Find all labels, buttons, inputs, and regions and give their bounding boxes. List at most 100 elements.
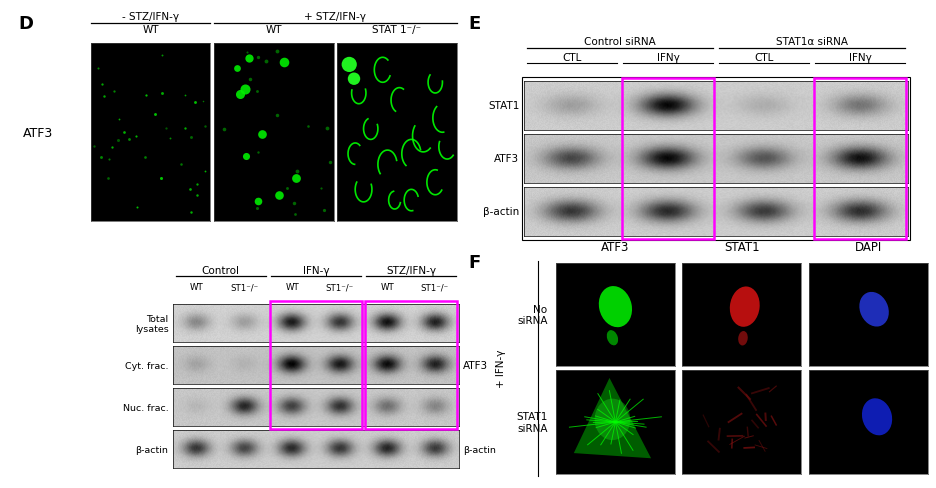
Text: β-actin: β-actin	[483, 207, 519, 217]
Point	[129, 203, 144, 211]
Text: + STZ/IFN-γ: + STZ/IFN-γ	[304, 12, 366, 22]
Point	[242, 76, 257, 84]
Text: ST1⁻/⁻: ST1⁻/⁻	[326, 283, 354, 291]
Point	[240, 49, 255, 57]
Point	[128, 133, 143, 141]
Point	[94, 154, 109, 162]
Ellipse shape	[599, 286, 632, 327]
Text: ATF3: ATF3	[601, 241, 630, 254]
Point	[158, 125, 173, 133]
Point	[258, 58, 273, 66]
Point	[177, 125, 192, 133]
Text: - STZ/IFN-γ: - STZ/IFN-γ	[122, 12, 179, 22]
Text: F: F	[468, 254, 480, 272]
Text: STAT 1⁻/⁻: STAT 1⁻/⁻	[373, 25, 421, 35]
Point	[111, 116, 126, 124]
Point	[314, 184, 329, 192]
Text: β-actin: β-actin	[463, 445, 496, 454]
Point	[110, 137, 125, 145]
Point	[250, 204, 265, 212]
Point	[95, 81, 110, 89]
Point	[280, 185, 295, 193]
Text: CTL: CTL	[754, 53, 774, 63]
Point	[288, 174, 303, 182]
Point	[300, 123, 315, 131]
Text: ST1⁻/⁻: ST1⁻/⁻	[421, 283, 449, 291]
Point	[251, 198, 266, 205]
Ellipse shape	[859, 292, 889, 327]
Point	[91, 65, 106, 73]
Point	[250, 195, 265, 203]
Text: IFNγ: IFNγ	[657, 53, 680, 63]
Point	[216, 126, 231, 134]
Point	[232, 91, 247, 99]
Ellipse shape	[607, 330, 618, 346]
Text: WT: WT	[142, 25, 159, 35]
Point	[255, 131, 270, 139]
Text: WT: WT	[380, 283, 394, 291]
Text: ATF3: ATF3	[494, 154, 519, 164]
Text: Nuc. frac.: Nuc. frac.	[123, 403, 168, 412]
Text: WT: WT	[190, 283, 204, 291]
Point	[107, 88, 122, 96]
Point	[183, 134, 198, 142]
Point	[105, 143, 120, 151]
Point	[322, 159, 337, 166]
Point	[184, 209, 199, 217]
Text: Total
lysates: Total lysates	[135, 314, 168, 333]
Point	[316, 206, 331, 214]
Text: IFN-γ: IFN-γ	[302, 265, 329, 275]
Point	[320, 125, 335, 133]
Point	[148, 111, 163, 119]
Point	[288, 211, 303, 219]
Point	[250, 54, 265, 61]
Text: Control siRNA: Control siRNA	[584, 37, 656, 47]
Point	[139, 92, 154, 100]
Point	[183, 186, 197, 194]
Text: Control: Control	[202, 265, 240, 275]
Ellipse shape	[862, 399, 892, 435]
Point	[346, 76, 361, 83]
Point	[342, 61, 357, 69]
Point	[251, 148, 266, 156]
Text: WT: WT	[266, 25, 282, 35]
Text: No
siRNA: No siRNA	[517, 304, 548, 325]
Point	[138, 154, 153, 162]
Text: STAT1
siRNA: STAT1 siRNA	[516, 411, 548, 433]
Point	[86, 142, 101, 150]
Point	[270, 112, 285, 120]
Point	[187, 99, 202, 107]
Point	[177, 92, 192, 100]
Point	[190, 192, 205, 200]
Text: WT: WT	[285, 283, 299, 291]
Point	[289, 168, 304, 176]
Text: STAT1: STAT1	[488, 101, 519, 111]
Point	[101, 156, 116, 163]
Point	[197, 168, 212, 176]
Text: STAT1: STAT1	[724, 241, 760, 254]
Text: STZ/IFN-γ: STZ/IFN-γ	[386, 265, 436, 275]
Text: IFNγ: IFNγ	[849, 53, 871, 63]
Point	[190, 181, 205, 188]
Point	[154, 174, 168, 182]
Point	[174, 161, 189, 169]
Text: ATF3: ATF3	[463, 361, 489, 370]
Point	[163, 135, 178, 142]
Point	[286, 200, 301, 207]
Text: DAPI: DAPI	[855, 241, 882, 254]
Text: ST1⁻/⁻: ST1⁻/⁻	[230, 283, 258, 291]
Ellipse shape	[730, 287, 760, 327]
Point	[196, 98, 211, 105]
Point	[239, 153, 254, 161]
Point	[270, 48, 285, 56]
Point	[197, 122, 212, 130]
Point	[154, 52, 169, 60]
Point	[237, 86, 252, 94]
Ellipse shape	[739, 331, 748, 346]
Point	[121, 135, 136, 143]
Polygon shape	[574, 378, 651, 458]
Text: E: E	[468, 15, 480, 33]
Text: Cyt. frac.: Cyt. frac.	[125, 361, 168, 370]
Point	[100, 175, 115, 183]
Point	[271, 192, 286, 200]
